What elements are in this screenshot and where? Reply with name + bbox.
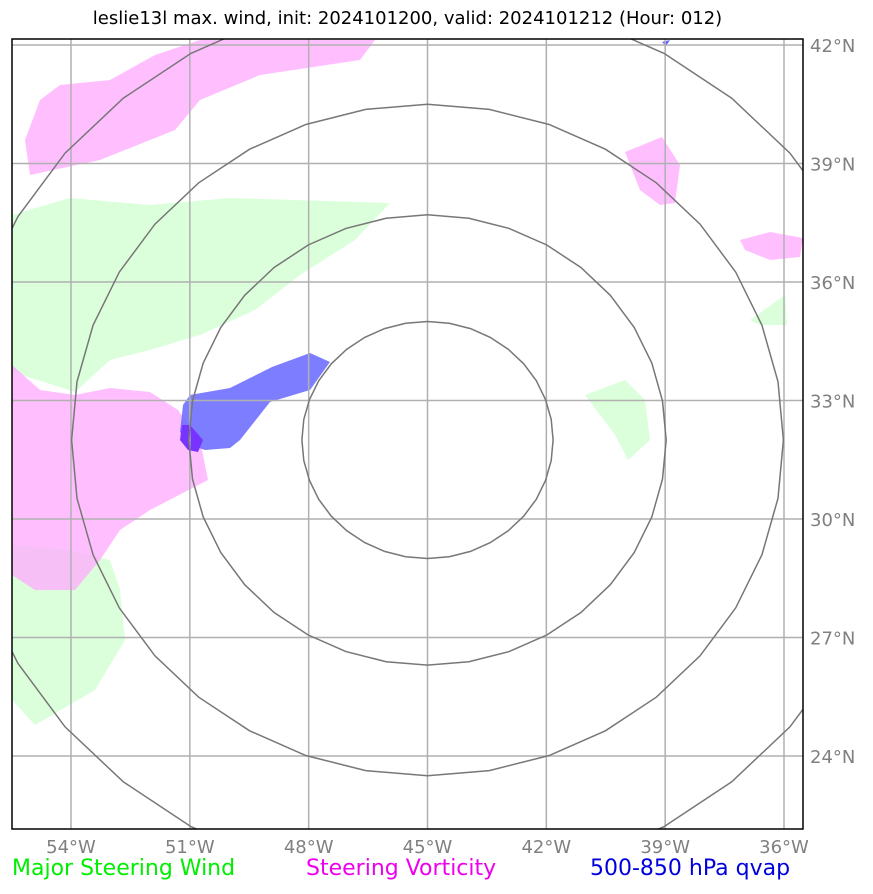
longitude-tick-label: 48°W [284, 837, 334, 858]
longitude-tick-label: 39°W [640, 837, 690, 858]
graticule [12, 39, 803, 829]
longitude-tick-label: 36°W [759, 837, 809, 858]
latitude-tick-label: 42°N [810, 36, 855, 57]
longitude-tick-label: 42°W [521, 837, 571, 858]
latitude-tick-label: 24°N [810, 747, 855, 768]
range-ring [70, 103, 785, 777]
vorticity-areas [12, 40, 803, 590]
qvap-areas [180, 40, 670, 452]
vorticity-area [12, 365, 208, 590]
map-title: leslie13l max. wind, init: 2024101200, v… [92, 8, 723, 29]
steering-wind-area [585, 380, 650, 460]
latitude-tick-label: 36°N [810, 273, 855, 294]
steering-wind-area [750, 295, 787, 325]
latitude-tick-label: 27°N [810, 629, 855, 650]
legend-steering-wind: Major Steering Wind [12, 856, 236, 881]
steering-wind-area [12, 198, 390, 392]
longitude-labels: 54°W 51°W 48°W 45°W 42°W 39°W 36°W [46, 837, 809, 858]
qvap-area [180, 353, 330, 450]
longitude-tick-label: 51°W [165, 837, 215, 858]
vorticity-area [25, 40, 375, 175]
latitude-tick-label: 30°N [810, 510, 855, 531]
range-ring [188, 214, 667, 666]
latitude-tick-label: 39°N [810, 155, 855, 176]
longitude-tick-label: 54°W [46, 837, 96, 858]
legend-qvap: 500-850 hPa qvap [590, 856, 791, 881]
range-ring [301, 320, 554, 560]
qvap-overlap-area [180, 425, 203, 452]
latitude-tick-label: 33°N [810, 392, 855, 413]
latitude-labels: 24°N 27°N 30°N 33°N 36°N 39°N 42°N [810, 36, 855, 768]
longitude-tick-label: 45°W [403, 837, 453, 858]
qvap-area [662, 40, 670, 46]
vorticity-area [625, 137, 680, 205]
vorticity-area [740, 232, 803, 260]
plot-frame [11, 38, 804, 830]
legend-steering-vorticity: Steering Vorticity [306, 856, 497, 881]
